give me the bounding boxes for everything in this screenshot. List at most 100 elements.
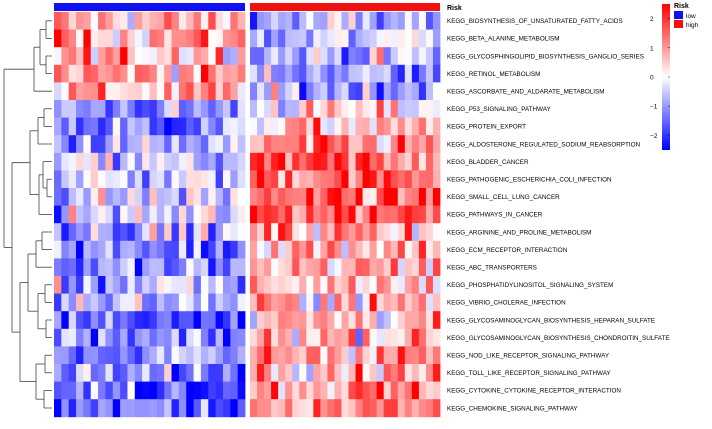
heatmap-cell bbox=[164, 293, 172, 312]
heatmap-cell bbox=[397, 152, 406, 171]
heatmap-cell bbox=[411, 258, 420, 277]
heatmap-cell bbox=[306, 12, 314, 30]
heatmap-cell bbox=[292, 64, 300, 83]
heatmap-cell bbox=[230, 117, 239, 136]
heatmap-cell bbox=[292, 82, 300, 101]
heatmap-cell bbox=[127, 82, 136, 101]
heatmap-cell bbox=[320, 152, 328, 171]
heatmap-cell bbox=[376, 399, 385, 418]
heatmap-cell bbox=[178, 364, 187, 382]
heatmap-cell bbox=[264, 381, 272, 400]
heatmap-cell bbox=[142, 117, 150, 136]
heatmap-cell bbox=[186, 29, 194, 48]
heatmap-cell bbox=[278, 188, 286, 206]
heatmap-cell bbox=[334, 240, 342, 259]
heatmap-cell bbox=[215, 311, 224, 330]
heatmap-cell bbox=[200, 293, 209, 312]
heatmap-cell bbox=[299, 240, 307, 259]
heatmap-cell bbox=[237, 240, 246, 259]
heatmap-cell bbox=[306, 240, 314, 259]
heatmap-cell bbox=[432, 82, 441, 101]
heatmap-cell bbox=[83, 205, 92, 224]
heatmap-cell bbox=[120, 346, 128, 365]
heatmap-cell bbox=[134, 399, 143, 418]
heatmap-cell bbox=[171, 170, 180, 189]
heatmap-cell bbox=[292, 117, 300, 136]
heatmap-cell bbox=[425, 293, 434, 312]
heatmap-cell bbox=[54, 82, 62, 101]
heatmap-cell bbox=[200, 346, 209, 365]
heatmap-cell bbox=[208, 223, 217, 242]
heatmap-cell bbox=[112, 135, 121, 154]
heatmap-cell bbox=[230, 82, 239, 101]
heatmap-cell bbox=[299, 64, 307, 83]
heatmap-cell bbox=[327, 100, 335, 118]
heatmap-cell bbox=[171, 276, 180, 294]
heatmap-cell bbox=[404, 100, 413, 118]
heatmap-cell bbox=[306, 152, 314, 171]
heatmap-cell bbox=[418, 258, 427, 277]
heatmap-cell bbox=[299, 346, 307, 365]
heatmap-cell bbox=[193, 29, 202, 48]
heatmap-cell bbox=[292, 328, 300, 347]
heatmap-cell bbox=[411, 64, 420, 83]
heatmap-cell bbox=[404, 117, 413, 136]
heatmap-cell bbox=[200, 188, 209, 206]
heatmap-cell bbox=[112, 240, 121, 259]
heatmap-cell bbox=[215, 100, 224, 118]
heatmap-cell bbox=[105, 258, 114, 277]
heatmap-cell bbox=[404, 64, 413, 83]
heatmap-cell bbox=[83, 29, 92, 48]
heatmap-cell bbox=[208, 240, 217, 259]
heatmap-cell bbox=[171, 258, 180, 277]
heatmap-cell bbox=[142, 152, 150, 171]
heatmap-cell bbox=[222, 223, 231, 242]
heatmap-cell bbox=[383, 311, 392, 330]
heatmap-cell bbox=[369, 240, 378, 259]
heatmap-cell bbox=[208, 135, 217, 154]
heatmap-cell bbox=[237, 276, 246, 294]
heatmap-cell bbox=[348, 100, 356, 118]
heatmap-cell bbox=[376, 12, 385, 30]
heatmap-cell bbox=[178, 29, 187, 48]
heatmap-cell bbox=[149, 47, 158, 66]
heatmap-cell bbox=[127, 223, 136, 242]
heatmap-cell bbox=[193, 223, 202, 242]
heatmap-cell bbox=[313, 364, 321, 382]
heatmap-cell bbox=[250, 47, 258, 66]
heatmap-cell bbox=[362, 364, 371, 382]
heatmap-cell bbox=[278, 135, 286, 154]
heatmap-cell bbox=[397, 188, 406, 206]
heatmap-cell bbox=[341, 12, 349, 30]
heatmap-cell bbox=[200, 29, 209, 48]
heatmap-cell bbox=[164, 152, 172, 171]
heatmap-cell bbox=[200, 399, 209, 418]
heatmap-cell bbox=[178, 170, 187, 189]
heatmap-cell bbox=[292, 188, 300, 206]
heatmap-cell bbox=[134, 328, 143, 347]
row-label: KEGG_GLYCOSAMINOGLYCAN_BIOSYNTHESIS_CHON… bbox=[447, 335, 670, 342]
heatmap-cell bbox=[418, 100, 427, 118]
heatmap-cell bbox=[355, 276, 363, 294]
heatmap-cell bbox=[341, 346, 349, 365]
heatmap-cell bbox=[193, 328, 202, 347]
heatmap-cell bbox=[278, 29, 286, 48]
heatmap-cell bbox=[411, 311, 420, 330]
heatmap-cell bbox=[341, 381, 349, 400]
heatmap-cell bbox=[397, 223, 406, 242]
heatmap-cell bbox=[178, 258, 187, 277]
heatmap-cell bbox=[390, 170, 399, 189]
heatmap-cell bbox=[61, 205, 70, 224]
heatmap-cell bbox=[164, 258, 172, 277]
heatmap-cell bbox=[200, 276, 209, 294]
heatmap-cell bbox=[383, 152, 392, 171]
heatmap-cell bbox=[134, 293, 143, 312]
heatmap-cell bbox=[215, 135, 224, 154]
heatmap-cell bbox=[222, 276, 231, 294]
heatmap-cell bbox=[68, 205, 77, 224]
heatmap-cell bbox=[376, 188, 385, 206]
heatmap-cell bbox=[355, 64, 363, 83]
heatmap-cell bbox=[271, 205, 279, 224]
heatmap-cell bbox=[186, 82, 194, 101]
heatmap-cell bbox=[271, 188, 279, 206]
